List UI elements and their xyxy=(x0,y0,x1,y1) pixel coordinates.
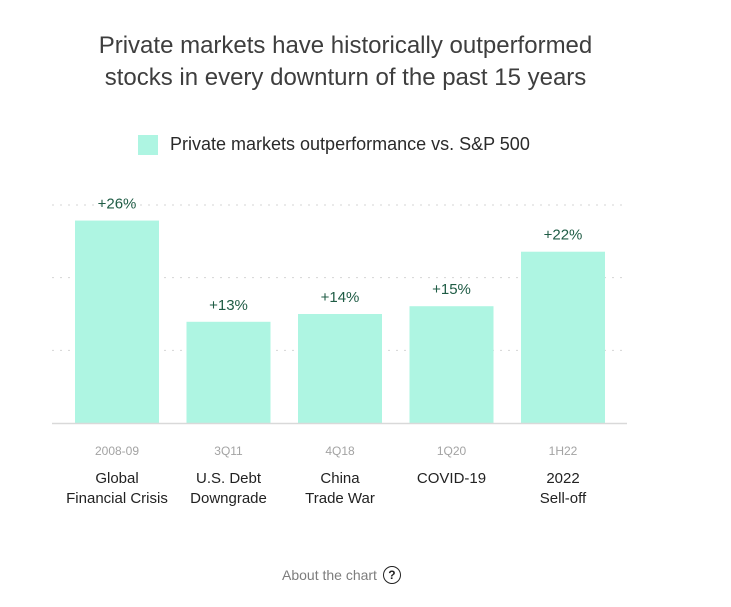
chart-title-line-1: Private markets have historically outper… xyxy=(98,32,593,59)
category-name: U.S. Debt xyxy=(196,470,262,487)
chart-title: Private markets have historically outper… xyxy=(20,30,671,94)
bar-3Q11 xyxy=(186,321,271,423)
category-name: 2022 xyxy=(546,470,579,487)
bar-1H22 xyxy=(521,251,605,423)
bar-2008-09 xyxy=(75,220,159,423)
bar-4Q18 xyxy=(298,314,382,423)
chart-title-line-2: stocks in every downturn of the past 15 … xyxy=(104,64,587,91)
data-label: +22% xyxy=(544,227,583,244)
data-label: +14% xyxy=(321,289,360,306)
category-name: China xyxy=(320,470,360,487)
data-label: +15% xyxy=(432,281,471,298)
bar-1Q20 xyxy=(409,306,494,423)
category-name: Sell-off xyxy=(540,490,587,507)
category-name: Trade War xyxy=(305,490,375,507)
data-label: +13% xyxy=(209,297,248,314)
x-tick-label: 3Q11 xyxy=(214,444,243,458)
category-name: Global xyxy=(95,470,138,487)
legend-label: Private markets outperformance vs. S&P 5… xyxy=(170,134,530,154)
category-name: COVID-19 xyxy=(417,470,486,487)
question-mark-icon: ? xyxy=(382,566,401,584)
about-chart-label: About the chart xyxy=(282,567,377,583)
chart-legend: Private markets outperformance vs. S&P 5… xyxy=(138,134,530,155)
x-tick-label: 1H22 xyxy=(549,444,578,458)
x-tick-label: 4Q18 xyxy=(325,444,355,458)
category-name: Downgrade xyxy=(190,490,267,507)
x-tick-label: 2008-09 xyxy=(95,444,139,458)
x-tick-label: 1Q20 xyxy=(437,444,467,458)
data-label: +26% xyxy=(98,196,137,213)
category-name: Financial Crisis xyxy=(66,490,168,507)
about-chart-link[interactable]: About the chart ? xyxy=(282,566,401,584)
legend-swatch xyxy=(138,134,158,155)
